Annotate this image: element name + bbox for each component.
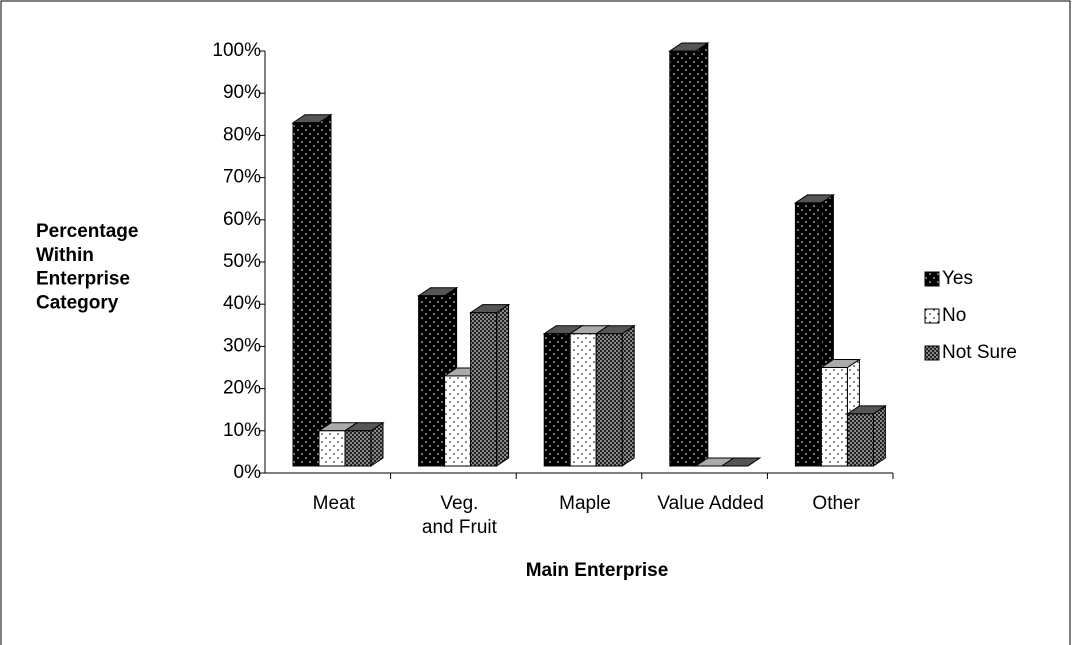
bar	[343, 421, 385, 467]
bar-face	[872, 404, 886, 467]
x-tick-label: Meat	[313, 493, 356, 514]
x-tick-label: Veg. and Fruit	[422, 493, 498, 538]
legend-swatch	[924, 308, 940, 324]
bar-face	[318, 113, 332, 467]
legend-label: Yes	[942, 268, 973, 289]
bar-face	[496, 303, 510, 467]
y-tick-label: 80%	[223, 124, 261, 145]
bar	[291, 113, 333, 467]
legend-swatch	[924, 345, 940, 361]
bar-face	[595, 333, 623, 467]
bar	[720, 457, 762, 467]
y-tick-label: 40%	[223, 293, 261, 314]
y-tick-label: 20%	[223, 378, 261, 399]
bar	[468, 303, 511, 467]
bar-face	[318, 430, 346, 467]
bar-face	[543, 333, 571, 467]
legend-label: No	[942, 305, 966, 326]
x-axis-label: Main Enterprise	[526, 560, 669, 581]
bar-face	[820, 367, 848, 467]
x-tick-label: Value Added	[657, 493, 763, 514]
y-tick-label: 30%	[223, 335, 261, 356]
y-tick-label: 50%	[223, 251, 261, 272]
bar-face	[794, 202, 822, 467]
x-tick-label: Other	[812, 493, 860, 514]
bar-face	[621, 324, 635, 467]
legend-swatch	[924, 271, 940, 287]
bar-face	[470, 312, 498, 467]
y-tick-label: 100%	[212, 40, 261, 61]
bar-face	[695, 42, 709, 467]
x-tick-label: Maple	[559, 493, 611, 514]
y-axis-label: Percentage Within Enterprise Category	[36, 221, 138, 313]
y-tick-label: 0%	[234, 462, 262, 483]
bar	[594, 324, 636, 467]
y-tick-label: 90%	[223, 82, 261, 103]
y-tick-label: 60%	[223, 209, 261, 230]
bar-face	[669, 50, 697, 467]
y-tick-label: 70%	[223, 167, 261, 188]
bar	[416, 286, 459, 467]
bar	[845, 404, 888, 467]
bar	[668, 42, 710, 467]
bar-face	[720, 457, 762, 467]
bar-face	[444, 375, 472, 467]
bar-face	[344, 430, 372, 467]
bar-face	[846, 413, 874, 467]
y-tick-label: 10%	[223, 420, 261, 441]
legend-label: Not Sure	[942, 342, 1017, 363]
bar-face	[418, 295, 446, 467]
bar-face	[569, 333, 597, 467]
bar-face	[292, 122, 320, 467]
